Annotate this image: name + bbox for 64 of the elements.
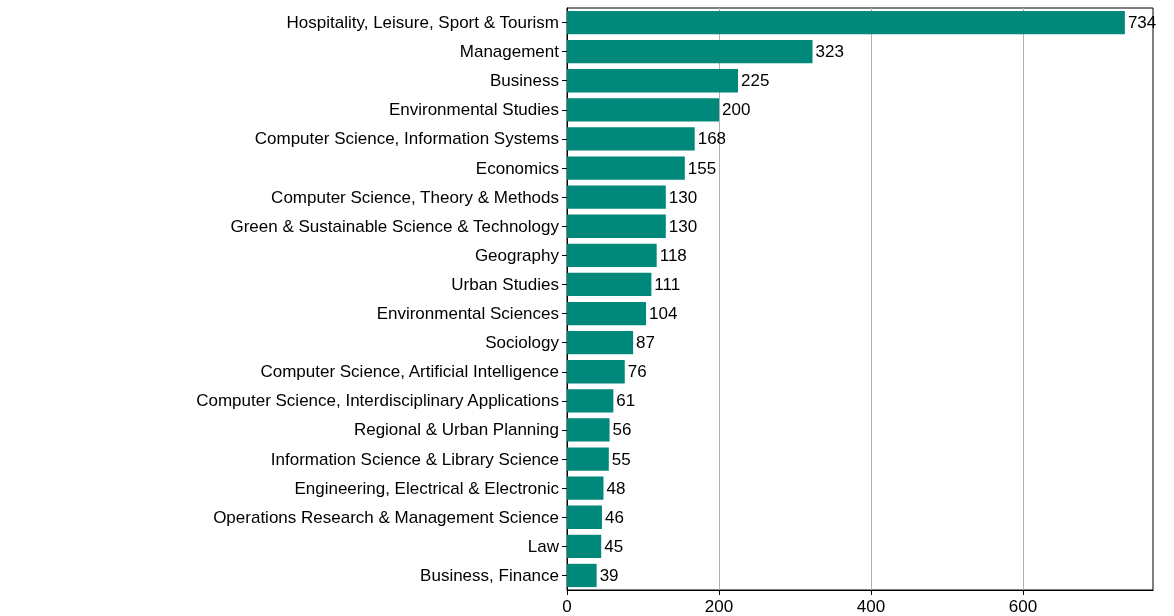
y-tick-label: Computer Science, Artificial Intelligence [260, 362, 559, 382]
y-tick-label: Information Science & Library Science [270, 449, 559, 469]
x-tick-label: 600 [1008, 597, 1038, 616]
bar [567, 301, 647, 326]
data-label: 87 [636, 333, 656, 353]
data-label: 55 [611, 449, 631, 469]
bar [567, 40, 813, 64]
data-label: 225 [741, 71, 770, 91]
data-label: 130 [668, 187, 698, 207]
y-tick-label: Law [527, 536, 560, 556]
data-label: 48 [606, 478, 626, 498]
bar [567, 331, 634, 355]
data-label: 323 [815, 42, 844, 62]
data-label: 104 [649, 304, 678, 324]
y-tick-label: Geography [474, 245, 560, 265]
bar [567, 98, 720, 122]
data-label: 46 [604, 507, 624, 527]
y-tick-label: Computer Science, Interdisciplinary Applications [196, 391, 559, 411]
data-label: 61 [616, 391, 636, 411]
y-tick-label: Computer Science, Information Systems [254, 129, 559, 149]
bar [567, 156, 685, 180]
y-tick-label: Sociology [485, 333, 560, 353]
bar [567, 10, 1125, 35]
bar [567, 563, 597, 588]
bar [567, 185, 666, 209]
bar [567, 418, 610, 442]
y-tick-label: Green & Sustainable Science & Technology [230, 216, 560, 236]
data-label: 111 [654, 274, 681, 294]
y-tick-label: Engineering, Electrical & Electronic [294, 478, 560, 498]
y-tick-label: Management [459, 42, 560, 62]
data-label: 168 [697, 129, 727, 149]
bar [567, 476, 604, 500]
x-tick-label: 0 [562, 597, 572, 616]
y-tick-label: Urban Studies [451, 274, 559, 294]
bar [567, 505, 602, 529]
x-tick-label: 200 [704, 597, 734, 616]
data-label: 76 [627, 362, 647, 382]
data-label: 130 [668, 216, 698, 236]
bar [567, 534, 602, 558]
bar [567, 360, 625, 384]
bar [567, 272, 652, 297]
data-label: 734 [1127, 13, 1157, 33]
y-tick-label: Business, Finance [420, 565, 559, 585]
bar [567, 243, 657, 267]
y-tick-label: Business [490, 71, 559, 91]
bar [567, 447, 609, 471]
bar [567, 127, 695, 151]
y-tick-label: Regional & Urban Planning [353, 420, 559, 440]
bar [567, 389, 614, 413]
y-tick-label: Environmental Studies [388, 100, 559, 120]
y-tick-label: Economics [475, 158, 559, 178]
data-label: 39 [599, 565, 619, 585]
data-label: 56 [612, 420, 632, 440]
data-label: 155 [687, 158, 717, 178]
data-label: 45 [604, 536, 624, 556]
y-tick-label: Computer Science, Theory & Methods [271, 187, 559, 207]
y-tick-label: Environmental Sciences [376, 304, 559, 324]
bar [567, 214, 666, 238]
bar [567, 69, 739, 93]
y-tick-label: Hospitality, Leisure, Sport & Tourism [286, 13, 559, 33]
y-tick-label: Operations Research & Management Science [213, 507, 559, 527]
x-tick-label: 400 [856, 597, 886, 616]
data-label: 200 [722, 100, 751, 120]
data-label: 118 [659, 245, 687, 265]
